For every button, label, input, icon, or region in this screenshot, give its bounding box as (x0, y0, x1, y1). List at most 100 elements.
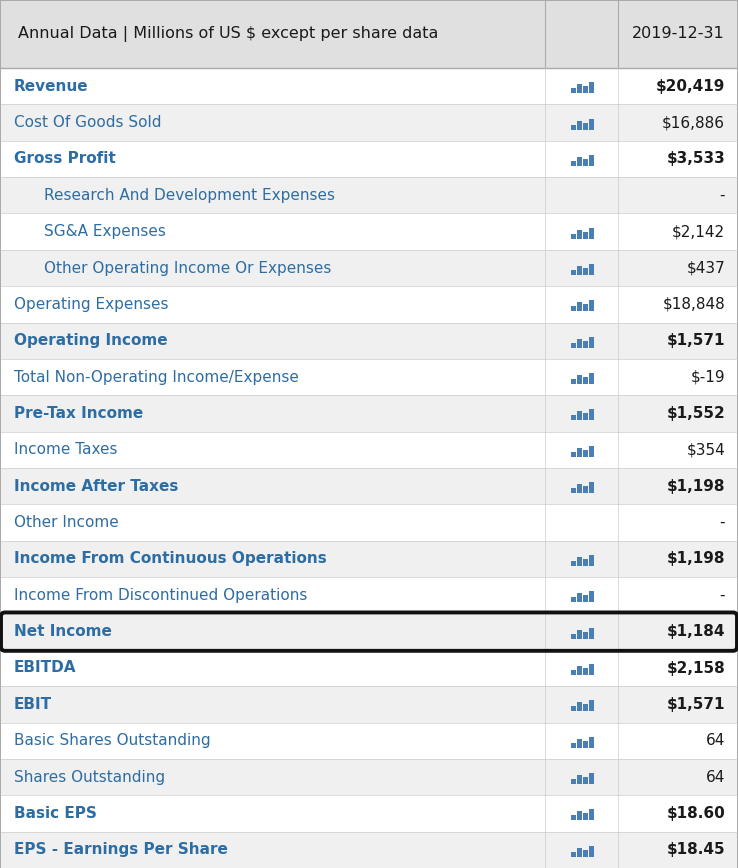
Bar (576, 84, 582, 93)
Bar (1, 614, 737, 650)
Bar (582, 268, 587, 275)
Bar (1, 395, 737, 431)
Bar (588, 82, 593, 93)
Text: 2019-12-31: 2019-12-31 (632, 27, 725, 42)
Bar (576, 121, 582, 129)
Bar (588, 410, 593, 420)
Bar (1, 577, 737, 614)
Text: Income Taxes: Income Taxes (14, 443, 117, 457)
Bar (582, 232, 587, 239)
Bar (588, 700, 593, 712)
Text: 64: 64 (706, 770, 725, 785)
Text: Operating Expenses: Operating Expenses (14, 297, 168, 312)
Bar (1, 104, 737, 141)
Bar (582, 777, 587, 784)
Bar (576, 230, 582, 239)
Text: $-19: $-19 (690, 370, 725, 385)
Text: Shares Outstanding: Shares Outstanding (14, 770, 165, 785)
Bar (570, 161, 576, 166)
Text: $1,198: $1,198 (666, 551, 725, 567)
Bar (588, 737, 593, 747)
Bar (582, 305, 587, 312)
Bar (576, 302, 582, 312)
Bar (570, 815, 576, 820)
Text: Other Income: Other Income (14, 515, 119, 530)
Bar (570, 597, 576, 602)
Bar (576, 593, 582, 602)
Text: -: - (720, 515, 725, 530)
Bar (582, 740, 587, 747)
Text: Total Non-Operating Income/Expense: Total Non-Operating Income/Expense (14, 370, 299, 385)
Bar (1, 541, 737, 577)
Bar (1, 250, 737, 286)
Text: $1,198: $1,198 (666, 478, 725, 494)
Text: Pre-Tax Income: Pre-Tax Income (14, 406, 143, 421)
Text: $1,571: $1,571 (666, 697, 725, 712)
Bar (570, 707, 576, 712)
Bar (570, 670, 576, 675)
Bar (1, 214, 737, 250)
Bar (570, 270, 576, 275)
Bar (570, 634, 576, 639)
Text: $437: $437 (686, 260, 725, 275)
Bar (1, 431, 737, 468)
Text: Income From Discontinued Operations: Income From Discontinued Operations (14, 588, 307, 602)
Bar (588, 810, 593, 820)
Text: -: - (720, 588, 725, 602)
Text: $18.45: $18.45 (666, 842, 725, 858)
Bar (582, 450, 587, 457)
Text: $2,142: $2,142 (672, 224, 725, 240)
Bar (1, 141, 737, 177)
Bar (570, 452, 576, 457)
Bar (1, 832, 737, 868)
Bar (570, 306, 576, 312)
Bar (588, 845, 593, 857)
Bar (588, 119, 593, 129)
Text: $1,184: $1,184 (666, 624, 725, 639)
Bar (570, 852, 576, 857)
Bar (588, 628, 593, 639)
Bar (570, 233, 576, 239)
Text: $20,419: $20,419 (655, 79, 725, 94)
Bar (576, 157, 582, 166)
Bar (582, 341, 587, 348)
Bar (570, 743, 576, 747)
Bar (582, 632, 587, 639)
Bar (588, 264, 593, 275)
Bar (1, 795, 737, 832)
Text: $1,571: $1,571 (666, 333, 725, 348)
Bar (582, 159, 587, 166)
Bar (570, 124, 576, 129)
Bar (582, 559, 587, 566)
Bar (1, 358, 737, 395)
Bar (570, 488, 576, 493)
Text: Revenue: Revenue (14, 79, 89, 94)
Text: Research And Development Expenses: Research And Development Expenses (44, 187, 335, 203)
Bar (1, 286, 737, 323)
Bar (576, 848, 582, 857)
Bar (576, 448, 582, 457)
Text: $2,158: $2,158 (666, 661, 725, 675)
Bar (576, 484, 582, 493)
Bar (576, 666, 582, 675)
Bar (576, 629, 582, 639)
Text: Other Operating Income Or Expenses: Other Operating Income Or Expenses (44, 260, 331, 275)
Bar (588, 373, 593, 385)
Bar (570, 89, 576, 93)
Bar (570, 379, 576, 385)
Bar (570, 343, 576, 348)
Text: Income From Continuous Operations: Income From Continuous Operations (14, 551, 327, 567)
Bar (576, 812, 582, 820)
Bar (576, 557, 582, 566)
Text: Cost Of Goods Sold: Cost Of Goods Sold (14, 115, 162, 130)
Text: $16,886: $16,886 (662, 115, 725, 130)
Text: $1,552: $1,552 (666, 406, 725, 421)
Bar (570, 561, 576, 566)
Bar (582, 850, 587, 857)
Bar (588, 773, 593, 784)
Bar (582, 377, 587, 385)
Text: EBITDA: EBITDA (14, 661, 77, 675)
Bar (576, 339, 582, 348)
Bar (1, 650, 737, 687)
Text: $354: $354 (686, 443, 725, 457)
